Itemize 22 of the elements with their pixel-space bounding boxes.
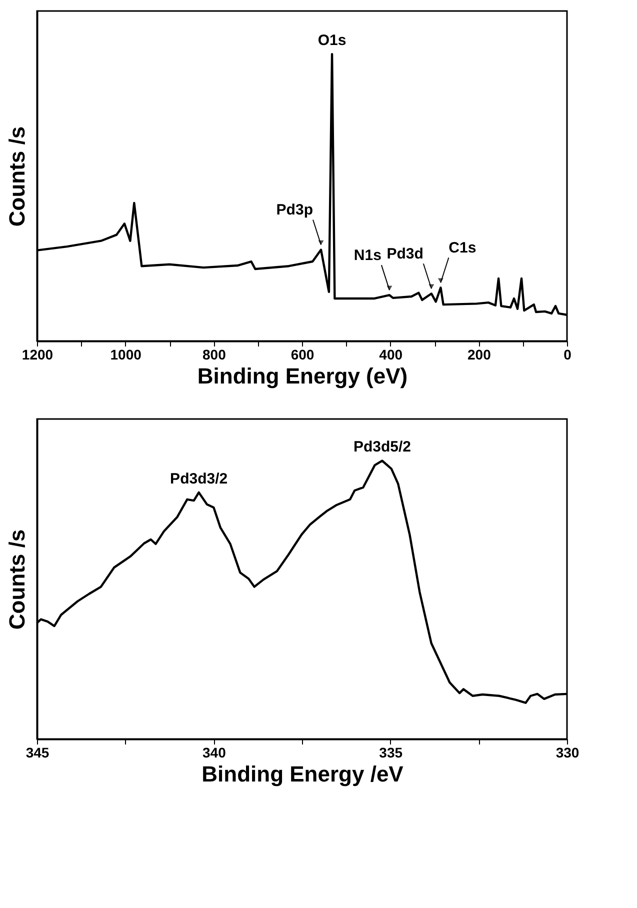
x-tick-label: 330 xyxy=(556,744,580,760)
x-tick-label: 1200 xyxy=(22,346,54,362)
x-tick-label: 345 xyxy=(26,744,50,760)
x-tick-label: 400 xyxy=(379,346,403,362)
y-axis-title: Counts /s xyxy=(4,529,30,630)
x-axis-title: Binding Energy /eV xyxy=(202,762,404,786)
annotation: Pd3d xyxy=(386,246,424,263)
x-tick-label: 600 xyxy=(290,346,314,362)
annotation: C1s xyxy=(448,240,476,257)
y-axis-title: Counts /s xyxy=(4,126,30,227)
x-tick-label: 0 xyxy=(564,346,572,362)
x-tick-label: 1000 xyxy=(110,346,142,362)
x-tick-label: 340 xyxy=(202,744,226,760)
annotation: Pd3p xyxy=(276,202,313,219)
x-tick-label: 800 xyxy=(202,346,226,362)
x-tick-label: 200 xyxy=(467,346,492,362)
annotation: N1s xyxy=(354,247,382,264)
x-tick-label: 335 xyxy=(379,744,403,760)
annotation: Pd3d5/2 xyxy=(353,438,411,456)
annotation: O1s xyxy=(318,32,346,50)
x-axis-title: Binding Energy (eV) xyxy=(197,364,408,388)
annotation: Pd3d3/2 xyxy=(170,470,228,488)
